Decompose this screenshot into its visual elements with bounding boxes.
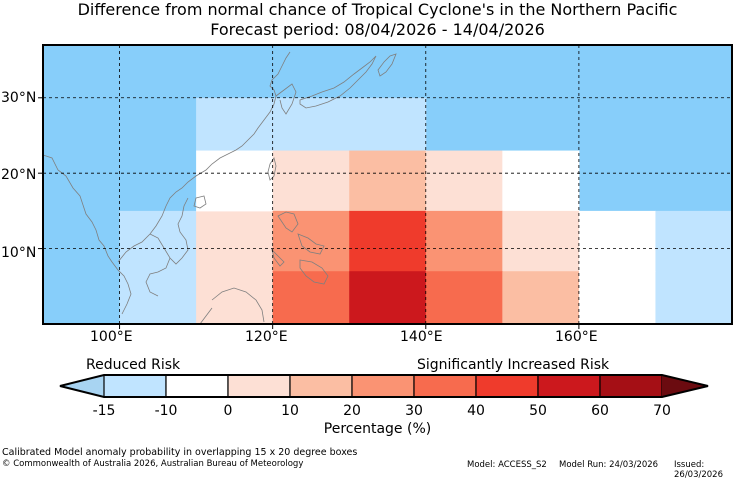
lon-label-140e: 140°E: [400, 329, 443, 345]
colorbar-tick-label: 0: [223, 403, 233, 419]
coastline-mainland-asia: [43, 51, 291, 315]
colorbar-tick-label: 60: [591, 403, 609, 419]
colorbar-cell: [537, 374, 601, 398]
colorbar-cell: [599, 374, 663, 398]
anomaly-boxes: [119, 97, 732, 324]
map-figure: [38, 44, 733, 398]
gridlines: [43, 45, 732, 324]
anomaly-box: [272, 210, 350, 272]
anomaly-box: [349, 210, 427, 272]
footer-note: Calibrated Model anomaly probability in …: [2, 447, 358, 458]
anomaly-box: [655, 271, 732, 324]
anomaly-box: [502, 210, 580, 272]
increased-risk-label: Significantly Increased Risk: [417, 357, 610, 373]
anomaly-box: [196, 210, 274, 324]
lat-label-20n: 20°N: [1, 167, 37, 183]
coastline-japan: [299, 53, 397, 109]
lat-label-30n: 30°N: [1, 90, 37, 106]
anomaly-box: [655, 210, 732, 272]
anomaly-box: [425, 150, 503, 212]
anomaly-box: [349, 271, 427, 324]
footer-copyright: © Commonwealth of Australia 2026, Austra…: [2, 459, 304, 469]
lon-label-120e: 120°E: [245, 329, 288, 345]
colorbar-tick-label: 10: [281, 403, 299, 419]
reduced-risk-label: Reduced Risk: [86, 357, 181, 373]
anomaly-box: [272, 271, 350, 324]
anomaly-box: [502, 150, 580, 212]
map-title: Difference from normal chance of Tropica…: [77, 0, 678, 19]
colorbar-tick-label: -10: [154, 403, 178, 419]
coastline-taiwan: [267, 157, 277, 181]
colorbar-tick-label: -15: [92, 403, 116, 419]
colorbar-cells: [103, 374, 663, 398]
forecast-period: Forecast period: 08/04/2026 - 14/04/2026: [210, 20, 545, 39]
anomaly-box: [578, 210, 656, 272]
anomaly-box: [272, 150, 350, 212]
coastline-korea: [275, 83, 297, 115]
lat-label-10n: 10°N: [1, 245, 37, 261]
colorbar-cell: [475, 374, 539, 398]
lon-label-100e: 100°E: [90, 329, 133, 345]
colorbar-cell: [289, 374, 353, 398]
colorbar-xlabel: Percentage (%): [323, 421, 432, 437]
colorbar-cell: [413, 374, 477, 398]
anomaly-box: [349, 150, 427, 212]
colorbar-cell: [103, 374, 167, 398]
colorbar-tick-label: 50: [529, 403, 547, 419]
coastline-indochina: [145, 197, 189, 297]
footer-issued: Issued: 26/03/2026: [674, 460, 723, 480]
colorbar-extend-high: [662, 375, 708, 397]
footer-model: Model: ACCESS_S2: [467, 460, 547, 470]
coastlines: [43, 51, 397, 324]
colorbar-extend-low: [60, 375, 104, 397]
colorbar-cell: [227, 374, 291, 398]
anomaly-box: [425, 210, 503, 272]
colorbar: [59, 374, 709, 398]
colorbar-cell: [351, 374, 415, 398]
anomaly-box: [196, 150, 274, 212]
coastline-hainan: [193, 195, 207, 209]
lon-label-160e: 160°E: [555, 329, 598, 345]
colorbar-cell: [165, 374, 229, 398]
anomaly-box: [502, 271, 580, 324]
colorbar-outline: [59, 374, 709, 398]
anomaly-box: [425, 271, 503, 324]
colorbar-tick-label: 20: [343, 403, 361, 419]
colorbar-tick-label: 70: [653, 403, 671, 419]
anomaly-box: [196, 97, 427, 152]
axis-ticks: [38, 97, 580, 329]
coastline-philippines: [271, 211, 329, 285]
coastline-borneo: [199, 287, 265, 324]
colorbar-tick-label: 30: [405, 403, 423, 419]
colorbar-tick-label: 40: [467, 403, 485, 419]
anomaly-box: [119, 210, 197, 324]
map-frame: [42, 44, 733, 325]
footer-model-run: Model Run: 24/03/2026: [559, 460, 659, 470]
anomaly-box: [578, 271, 656, 324]
